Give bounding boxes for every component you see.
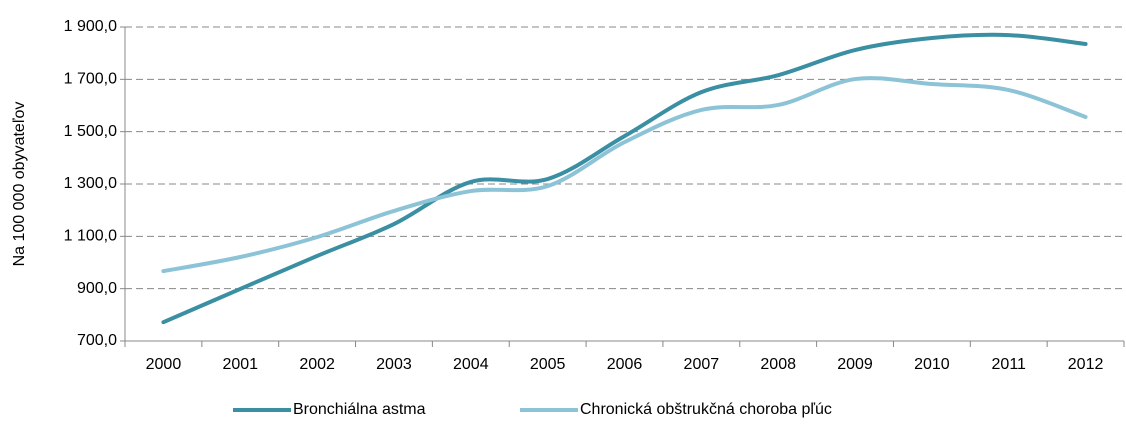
x-tick-label: 2012 — [1068, 356, 1104, 373]
y-axis-label: Na 100 000 obyvateľov — [11, 102, 28, 267]
x-tick-label: 2000 — [146, 356, 182, 373]
legend-label: Chronická obštrukčná choroba pľúc — [580, 401, 832, 418]
y-tick-label: 900,0 — [77, 280, 117, 297]
x-tick-label: 2011 — [992, 356, 1027, 373]
x-tick-label: 2001 — [222, 356, 258, 373]
y-tick-label: 1 100,0 — [64, 228, 117, 245]
x-tick-label: 2009 — [837, 356, 873, 373]
x-tick-label: 2008 — [760, 356, 796, 373]
y-tick-label: 1 500,0 — [64, 123, 117, 140]
x-tick-label: 2010 — [914, 356, 950, 373]
series-line — [161, 32, 1088, 325]
legend-label: Bronchiálna astma — [293, 401, 426, 418]
x-tick-label: 2005 — [530, 356, 566, 373]
y-tick-label: 1 900,0 — [64, 18, 117, 35]
y-tick-label: 1 300,0 — [64, 175, 117, 192]
y-tick-label: 1 700,0 — [64, 71, 117, 88]
x-tick-label: 2003 — [376, 356, 412, 373]
x-tick-label: 2002 — [299, 356, 335, 373]
x-tick-label: 2004 — [453, 356, 489, 373]
x-tick-label: 2006 — [607, 356, 643, 373]
y-tick-label: 700,0 — [77, 332, 117, 349]
x-tick-label: 2007 — [684, 356, 720, 373]
series-line — [161, 76, 1088, 274]
